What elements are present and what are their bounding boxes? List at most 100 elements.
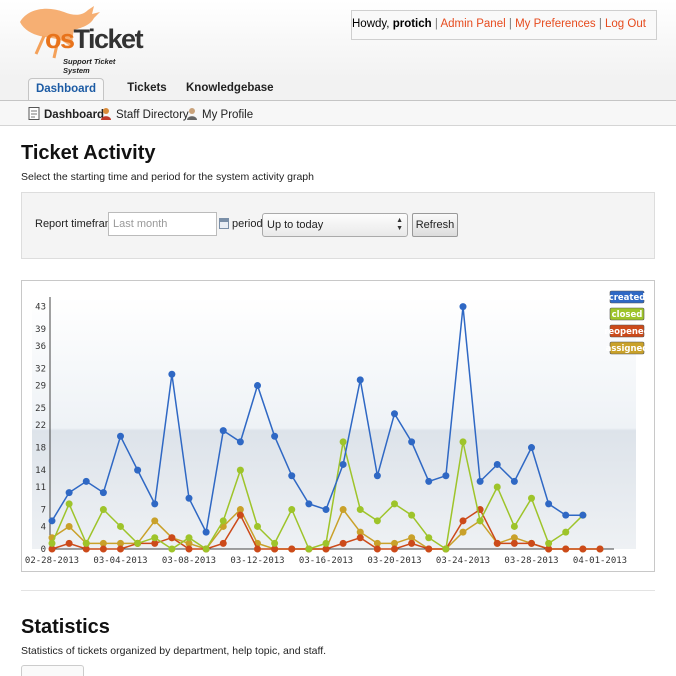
logo[interactable]: osTicket Support Ticket System	[14, 2, 144, 75]
subnav-label: My Profile	[202, 109, 254, 121]
data-point-reopened	[48, 545, 56, 553]
data-point-reopened	[510, 539, 518, 547]
subnav-item-my-profile[interactable]: My Profile	[186, 107, 253, 121]
data-point-closed	[408, 511, 416, 519]
report-filter-panel: Report timeframe: period: Up to today ▲▼…	[21, 192, 655, 259]
separator: |	[508, 18, 512, 30]
data-point-closed	[510, 522, 518, 530]
kangaroo-logo-icon	[20, 6, 100, 59]
data-point-closed	[476, 517, 484, 525]
subnav-item-staff-directory[interactable]: Staff Directory	[100, 107, 189, 121]
data-point-created	[562, 511, 570, 519]
logo-tagline: Support Ticket System	[63, 57, 116, 75]
legend-swatch-assigned	[609, 341, 645, 355]
data-point-closed	[373, 517, 381, 525]
data-point-reopened	[596, 545, 604, 553]
subnav-label: Dashboard	[44, 109, 105, 121]
timeframe-label: Report timeframe:	[35, 218, 124, 230]
data-point-assigned	[99, 539, 107, 547]
y-tick-label: 36	[35, 342, 46, 352]
data-point-closed	[545, 539, 553, 547]
admin-panel-link[interactable]: Admin Panel	[440, 18, 506, 30]
data-point-created	[356, 376, 364, 384]
data-point-reopened	[373, 545, 381, 553]
statistics-tab[interactable]	[21, 665, 84, 676]
subnav-label: Staff Directory	[116, 109, 189, 121]
y-tick-label: 11	[35, 483, 46, 493]
document-icon	[28, 107, 40, 120]
timeframe-input[interactable]	[108, 212, 217, 236]
subnav-item-dashboard[interactable]: Dashboard	[28, 107, 104, 121]
x-tick-label: 03-04-2013	[93, 556, 147, 566]
my-preferences-link[interactable]: My Preferences	[515, 18, 596, 30]
y-tick-label: 43	[35, 303, 46, 313]
data-point-created	[202, 528, 210, 536]
data-point-created	[134, 466, 142, 474]
data-point-created	[545, 500, 553, 508]
data-point-reopened	[493, 539, 501, 547]
data-point-created	[391, 410, 398, 418]
y-tick-label: 4	[41, 522, 46, 532]
y-tick-label: 25	[35, 404, 46, 414]
tab-dashboard[interactable]: Dashboard	[28, 78, 104, 100]
x-tick-label: 02-28-2013	[25, 556, 79, 566]
data-point-closed	[391, 500, 398, 508]
separator: |	[434, 18, 438, 30]
data-point-reopened	[99, 545, 107, 553]
y-tick-label: 14	[35, 466, 46, 476]
data-point-closed	[528, 494, 535, 502]
data-point-closed	[99, 506, 107, 514]
tab-knowledgebase[interactable]: Knowledgebase	[186, 82, 274, 94]
data-point-reopened	[254, 545, 261, 553]
data-point-reopened	[408, 539, 416, 547]
data-point-closed	[117, 522, 124, 530]
data-point-reopened	[151, 539, 159, 547]
data-point-reopened	[391, 545, 398, 553]
greeting-text: Howdy,	[352, 18, 390, 30]
data-point-created	[339, 460, 347, 468]
data-point-reopened	[425, 545, 433, 553]
staff-icon	[101, 108, 111, 120]
data-point-created	[65, 489, 73, 497]
tab-tickets[interactable]: Tickets	[127, 82, 167, 94]
username: protich	[392, 18, 432, 30]
data-point-reopened	[65, 539, 73, 547]
period-select[interactable]: Up to today ▲ ▼	[262, 213, 408, 237]
data-point-assigned	[510, 534, 518, 542]
data-point-closed	[442, 545, 450, 553]
data-point-created	[288, 472, 296, 480]
data-point-assigned	[65, 522, 73, 530]
calendar-icon[interactable]	[219, 218, 229, 229]
data-point-assigned	[185, 539, 193, 547]
data-point-reopened	[117, 545, 124, 553]
x-tick-label: 04-01-2013	[573, 556, 627, 566]
data-point-reopened	[459, 517, 467, 525]
data-point-assigned	[236, 506, 244, 514]
activity-chart-svg: 0 4 7 11 14 18 22 25 29 32 36 39 43 02-28-2013 03-04-2…	[25, 290, 650, 566]
x-tick-label: 03-28-2013	[504, 556, 558, 566]
legend-label-reopened: reopened	[604, 327, 650, 337]
sub-nav: Dashboard Staff Directory My Profile	[0, 100, 676, 126]
y-tick-label: 32	[35, 365, 46, 375]
data-point-created	[236, 438, 244, 446]
statistics-title: Statistics	[21, 616, 110, 638]
legend-swatch-closed	[609, 307, 645, 321]
data-point-closed	[288, 506, 296, 514]
data-point-created	[151, 500, 159, 508]
user-info-bar: Howdy, protich | Admin Panel | My Prefer…	[351, 10, 657, 40]
refresh-button[interactable]: Refresh	[412, 213, 458, 237]
data-point-created	[425, 477, 433, 485]
log-out-link[interactable]: Log Out	[605, 18, 646, 30]
x-tick-label: 03-08-2013	[162, 556, 216, 566]
x-tick-label: 03-24-2013	[436, 556, 490, 566]
data-point-reopened	[168, 534, 176, 542]
data-point-created	[579, 511, 587, 519]
data-point-created	[117, 432, 124, 440]
data-point-assigned	[373, 539, 381, 547]
data-point-reopened	[288, 545, 296, 553]
y-tick-label: 0	[41, 545, 46, 555]
data-point-created	[528, 444, 535, 452]
data-point-created	[493, 460, 501, 468]
data-point-reopened	[562, 545, 570, 553]
data-point-assigned	[391, 539, 398, 547]
